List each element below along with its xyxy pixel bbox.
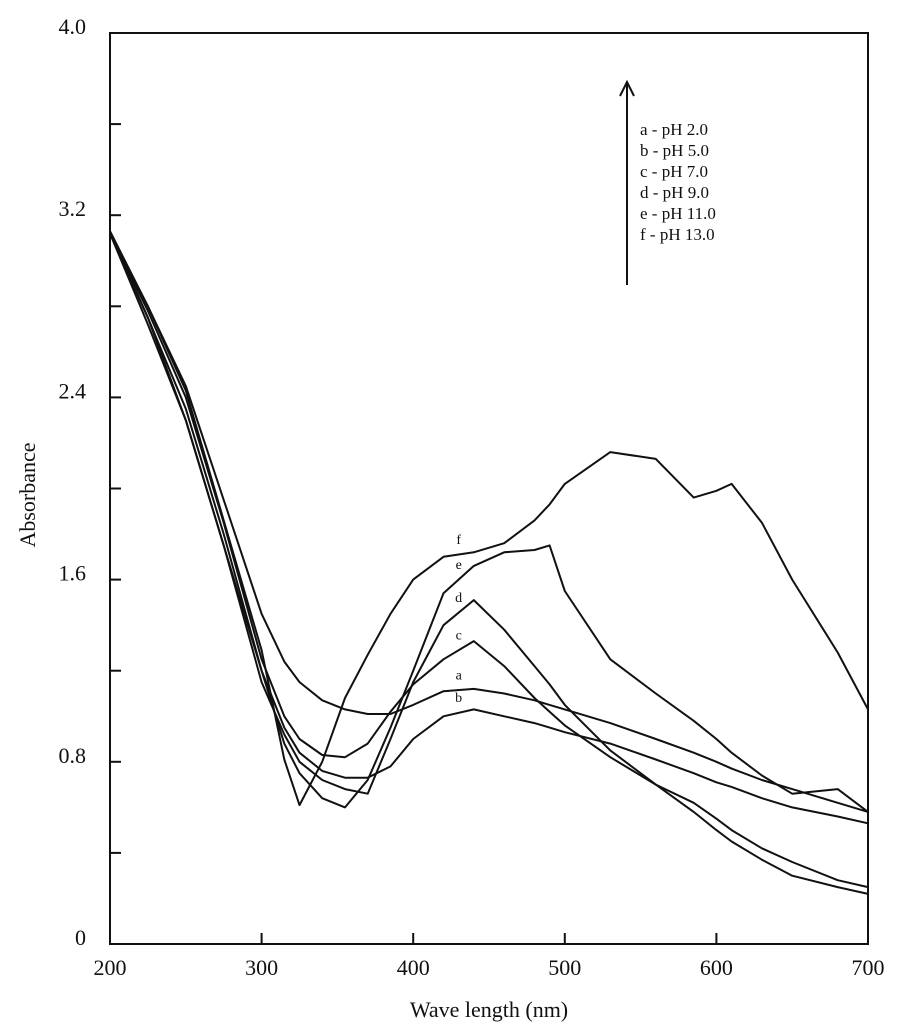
y-tick-label: 1.6 xyxy=(59,561,87,586)
x-tick-label: 700 xyxy=(852,955,885,980)
data-line xyxy=(109,230,869,807)
arrow-head xyxy=(619,79,635,97)
plot-frame xyxy=(109,32,869,945)
x-tick-label: 500 xyxy=(548,955,581,980)
curve-label: b xyxy=(455,691,462,706)
x-tick-label: 300 xyxy=(245,955,278,980)
data-line xyxy=(109,233,869,825)
data-line xyxy=(109,232,869,813)
y-tick-label: 2.4 xyxy=(59,378,87,403)
curve-label: d xyxy=(455,591,462,606)
data-line xyxy=(109,232,869,813)
x-tick-label: 400 xyxy=(397,955,430,980)
y-tick-label: 4.0 xyxy=(59,14,87,39)
x-axis-title: Wave length (nm) xyxy=(410,997,568,1022)
y-tick-label: 0 xyxy=(75,925,86,950)
legend-entry: f - pH 13.0 xyxy=(640,225,715,244)
data-line xyxy=(109,232,869,889)
x-tick-label: 600 xyxy=(700,955,733,980)
y-tick-label: 3.2 xyxy=(59,196,87,221)
legend-entry: e - pH 11.0 xyxy=(640,204,716,223)
data-line xyxy=(109,232,869,895)
legend-entry: a - pH 2.0 xyxy=(640,120,708,139)
legend-entry: b - pH 5.0 xyxy=(640,141,709,160)
legend-entry: d - pH 9.0 xyxy=(640,183,709,202)
x-tick-label: 200 xyxy=(94,955,127,980)
legend-entry: c - pH 7.0 xyxy=(640,162,708,181)
curve-label: c xyxy=(456,628,462,643)
curve-label: e xyxy=(456,558,462,573)
curve-label: a xyxy=(456,668,463,683)
y-tick-label: 0.8 xyxy=(59,743,87,768)
y-axis-title: Absorbance xyxy=(15,442,40,547)
curve-label: f xyxy=(456,533,461,548)
